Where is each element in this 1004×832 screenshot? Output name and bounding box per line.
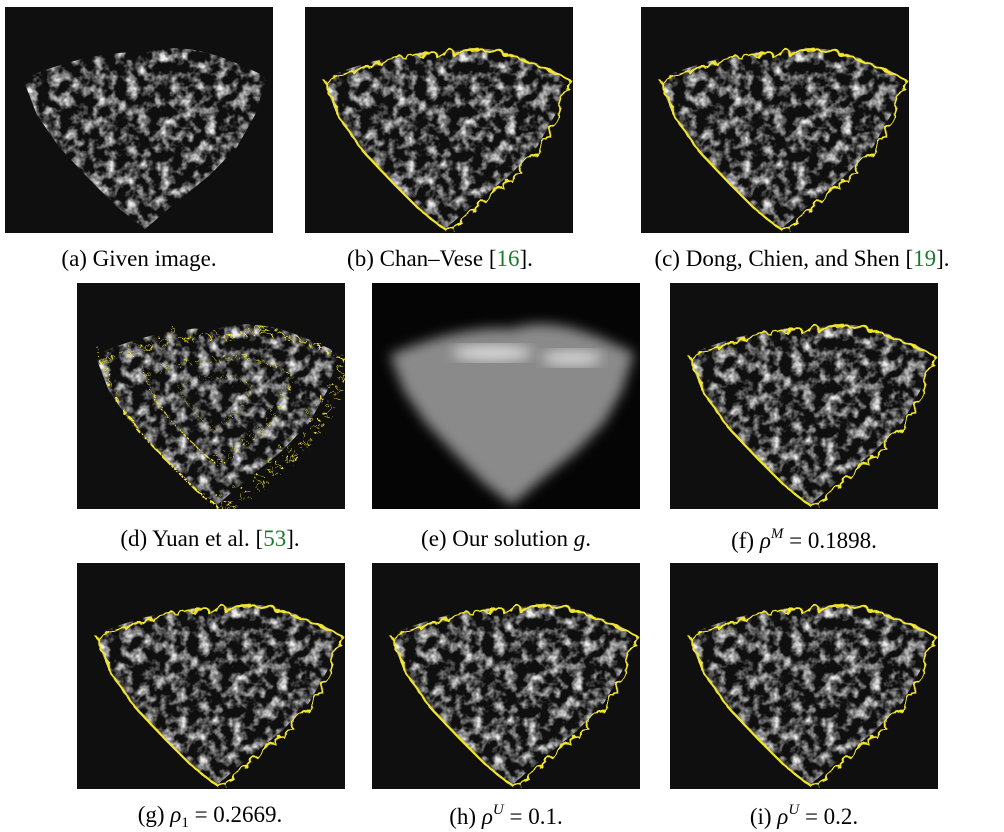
image-given xyxy=(5,7,273,233)
caption: (e) Our solution g. xyxy=(356,526,656,552)
caption-text: (g) xyxy=(138,802,171,827)
caption-sub: 1 xyxy=(181,815,189,831)
image-rho-u-2 xyxy=(670,563,938,789)
caption-text: (h) xyxy=(449,804,482,829)
caption-text: (d) Yuan et al. [ xyxy=(120,526,263,551)
caption: (h) ρU = 0.1. xyxy=(356,802,656,830)
caption-cite: 53 xyxy=(263,526,286,551)
caption: (g) ρ1 = 0.2669. xyxy=(60,802,360,832)
caption-sup: U xyxy=(788,802,799,818)
caption-cite: 19 xyxy=(913,246,936,271)
caption-text: = 0.1898. xyxy=(783,528,876,553)
image-rho-u-1 xyxy=(372,563,640,789)
image-solution xyxy=(372,283,640,509)
caption: (i) ρU = 0.2. xyxy=(654,802,954,830)
caption-text: ]. xyxy=(520,246,533,271)
image-rho-1 xyxy=(77,563,345,789)
caption-text: (b) Chan–Vese [ xyxy=(347,246,496,271)
caption-text: (f) xyxy=(731,528,760,553)
figure: (a) Given image. (b) Chan–Vese [16]. (c)… xyxy=(0,0,1004,832)
image-dong xyxy=(641,7,909,233)
image-yuan xyxy=(77,283,345,509)
caption-sup: U xyxy=(493,802,504,818)
caption-text: = 0.2669. xyxy=(189,802,282,827)
caption-sup: M xyxy=(771,526,784,542)
caption-text: (i) xyxy=(750,804,777,829)
caption-italic: ρ xyxy=(482,804,493,829)
caption: (f) ρM = 0.1898. xyxy=(654,526,954,554)
caption-text: = 0.1. xyxy=(504,804,563,829)
page: {"figure": {"panels": [ {"segments": [{"… xyxy=(0,0,1004,832)
caption-italic: ρ xyxy=(777,804,788,829)
caption-text: ]. xyxy=(286,526,299,551)
caption-text: (c) Dong, Chien, and Shen [ xyxy=(654,246,913,271)
caption-cite: 16 xyxy=(497,246,520,271)
caption: (b) Chan–Vese [16]. xyxy=(290,246,590,272)
caption: (a) Given image. xyxy=(5,246,273,272)
caption-italic: ρ xyxy=(760,528,771,553)
caption-text: (a) Given image. xyxy=(61,246,216,271)
caption-text: (e) Our solution xyxy=(421,526,574,551)
caption-text: . xyxy=(585,526,591,551)
caption-italic: ρ xyxy=(170,802,181,827)
caption-text: = 0.2. xyxy=(799,804,858,829)
image-chan-vese xyxy=(305,7,573,233)
caption: (c) Dong, Chien, and Shen [19]. xyxy=(600,246,1004,272)
image-rho-m xyxy=(670,283,938,509)
caption-italic: g xyxy=(574,526,586,551)
caption: (d) Yuan et al. [53]. xyxy=(60,526,360,552)
caption-text: ]. xyxy=(936,246,949,271)
